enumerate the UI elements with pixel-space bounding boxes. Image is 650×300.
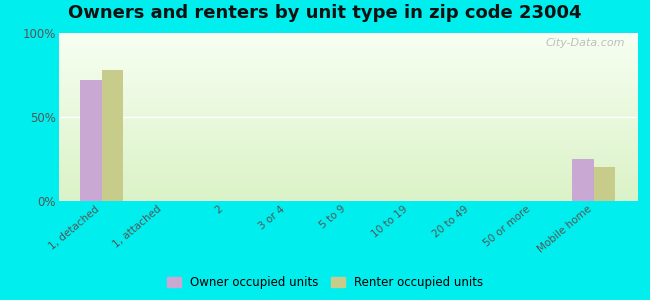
Bar	[101, 70, 123, 201]
Bar	[80, 80, 101, 201]
Bar	[573, 159, 594, 201]
Legend: Owner occupied units, Renter occupied units: Owner occupied units, Renter occupied un…	[162, 272, 488, 294]
Text: Owners and renters by unit type in zip code 23004: Owners and renters by unit type in zip c…	[68, 4, 582, 22]
Text: City-Data.com: City-Data.com	[546, 38, 625, 48]
Bar	[594, 167, 616, 201]
